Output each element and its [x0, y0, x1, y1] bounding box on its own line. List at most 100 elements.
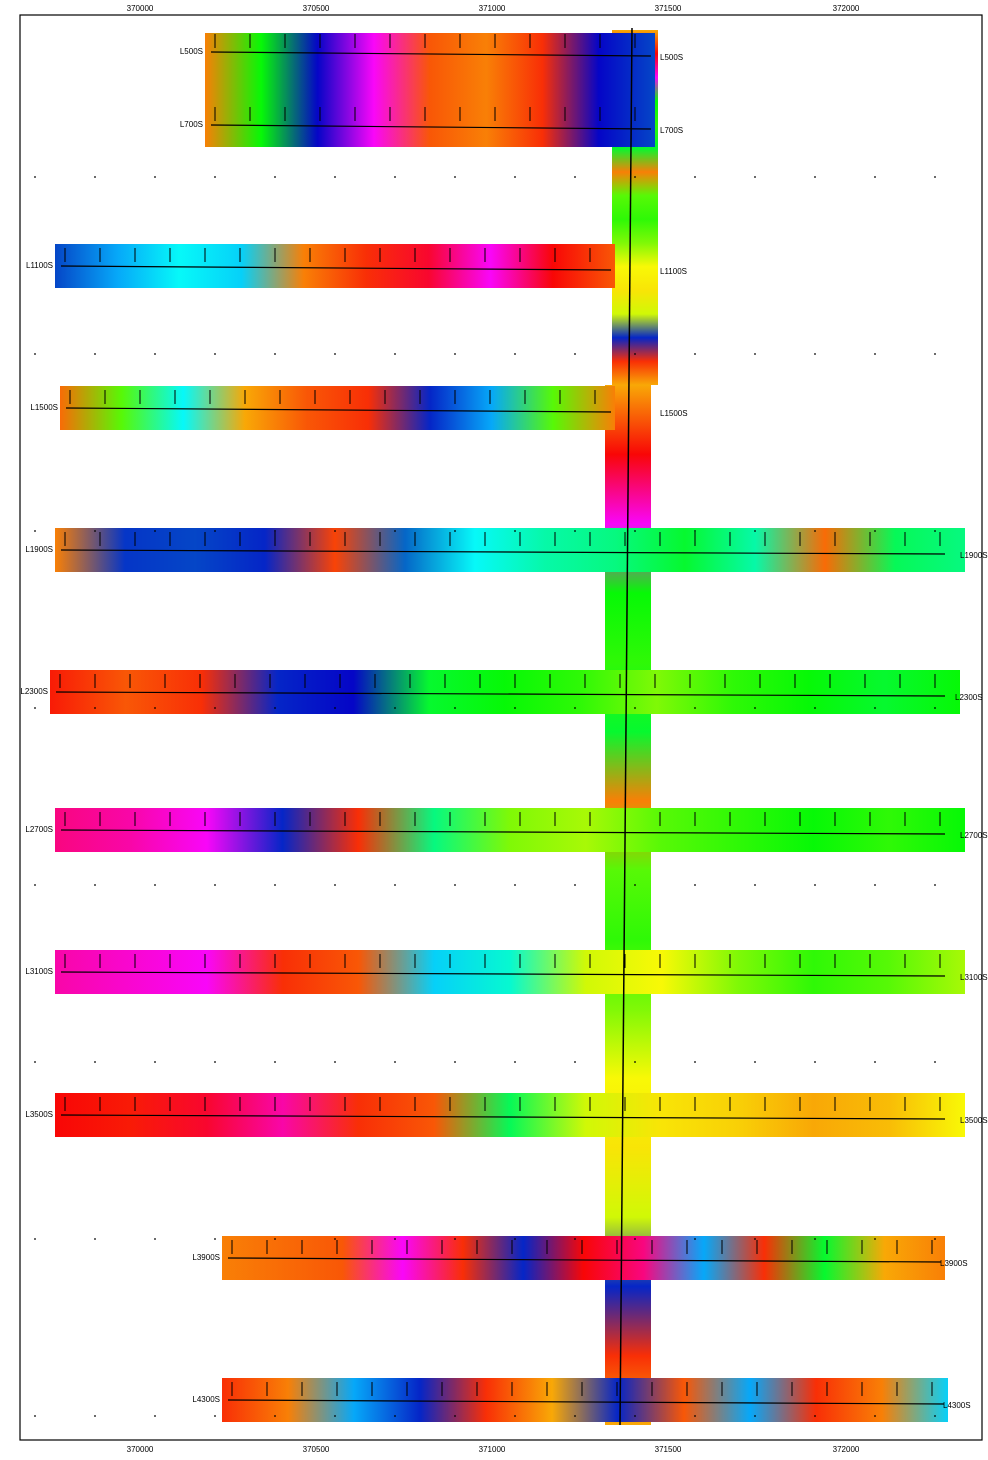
line-band: [50, 670, 960, 714]
line-label-left: L3900S: [192, 1253, 220, 1262]
survey-lines: L500S L500S L700S L700S L1100S L1100S L1500S L1…: [20, 27, 988, 1426]
line-band: [55, 244, 615, 288]
grid-dot: [814, 1415, 816, 1417]
grid-dot: [394, 884, 396, 886]
grid-dot: [634, 176, 636, 178]
grid-dot: [874, 353, 876, 355]
grid-dot: [154, 353, 156, 355]
grid-dot: [874, 1415, 876, 1417]
grid-dot: [34, 707, 36, 709]
grid-dot: [154, 707, 156, 709]
x-tick-label: 372000: [833, 4, 860, 13]
grid-dot: [514, 884, 516, 886]
line-label-left: L3500S: [25, 1110, 53, 1119]
grid-dot: [814, 707, 816, 709]
grid-dot: [574, 884, 576, 886]
survey-line: [55, 691, 946, 697]
line-label-right: L700S: [660, 126, 683, 135]
line-label-left: L500S: [180, 47, 203, 56]
grid-dot: [394, 1061, 396, 1063]
grid-dot: [94, 1415, 96, 1417]
line-band: [55, 950, 965, 994]
survey-line: [60, 971, 946, 977]
grid-dot: [274, 1061, 276, 1063]
grid-dot: [754, 884, 756, 886]
grid-dot: [34, 1061, 36, 1063]
grid-dot: [274, 1415, 276, 1417]
line-band: [222, 1236, 945, 1280]
grid-dot: [394, 176, 396, 178]
grid-dot: [814, 176, 816, 178]
grid-dot: [334, 353, 336, 355]
survey-line: [227, 1399, 945, 1405]
grid-dot: [934, 1238, 936, 1240]
x-tick-label: 371000: [479, 1445, 506, 1454]
grid-dot: [454, 1061, 456, 1063]
grid-dot: [934, 707, 936, 709]
bands: [50, 30, 965, 1425]
grid-dot: [394, 353, 396, 355]
line-label-left: L2700S: [25, 825, 53, 834]
grid-dot: [634, 1061, 636, 1063]
grid-dot: [454, 353, 456, 355]
grid-dot: [274, 1238, 276, 1240]
line-label-left: L1900S: [25, 545, 53, 554]
grid-dot: [694, 530, 696, 532]
grid-dot: [634, 1238, 636, 1240]
survey-line: [60, 829, 946, 835]
grid-dot: [34, 884, 36, 886]
survey-line: [60, 265, 612, 271]
survey-line: [227, 1257, 942, 1263]
grid-dot: [574, 176, 576, 178]
grid-dot: [454, 176, 456, 178]
grid-dot: [94, 1061, 96, 1063]
grid-dot: [94, 176, 96, 178]
survey-line: [60, 1114, 946, 1120]
grid-dot: [274, 707, 276, 709]
map-frame: [19, 14, 983, 1441]
line-label-right: L3100S: [960, 973, 988, 982]
grid-dot: [214, 884, 216, 886]
grid-dot: [394, 1415, 396, 1417]
grid-dot: [214, 1061, 216, 1063]
grid-dot: [214, 353, 216, 355]
grid-dot: [934, 353, 936, 355]
grid-dot: [334, 176, 336, 178]
grid-dot: [694, 1415, 696, 1417]
grid-dot: [334, 530, 336, 532]
grid-dot: [574, 1415, 576, 1417]
grid-dot: [754, 707, 756, 709]
x-tick-label: 371000: [479, 4, 506, 13]
grid-dot: [874, 707, 876, 709]
grid-dot: [454, 707, 456, 709]
survey-line: [65, 407, 612, 413]
grid-dot: [274, 176, 276, 178]
grid-dot: [634, 530, 636, 532]
grid-dot: [154, 1238, 156, 1240]
grid-dot: [934, 1415, 936, 1417]
survey-line: [210, 124, 652, 130]
grid-dot: [514, 530, 516, 532]
grid-dot: [274, 353, 276, 355]
grid-dot: [814, 1061, 816, 1063]
x-tick-label: 370000: [127, 4, 154, 13]
grid-dot: [334, 1061, 336, 1063]
grid-dot: [394, 707, 396, 709]
grid-dot: [634, 1415, 636, 1417]
grid-dot: [514, 707, 516, 709]
grid-dot: [814, 530, 816, 532]
grid-dot: [454, 1415, 456, 1417]
grid-dot: [34, 176, 36, 178]
grid-dot: [94, 707, 96, 709]
line-label-right: L2700S: [960, 831, 988, 840]
line-label-left: L1100S: [26, 261, 53, 270]
grid-dot: [154, 176, 156, 178]
grid-dot: [454, 530, 456, 532]
grid-dot: [754, 1238, 756, 1240]
grid-dot: [214, 1238, 216, 1240]
grid-dot: [94, 1238, 96, 1240]
line-label-right: L500S: [660, 53, 683, 62]
grid-dot: [574, 353, 576, 355]
grid-dot: [874, 1238, 876, 1240]
